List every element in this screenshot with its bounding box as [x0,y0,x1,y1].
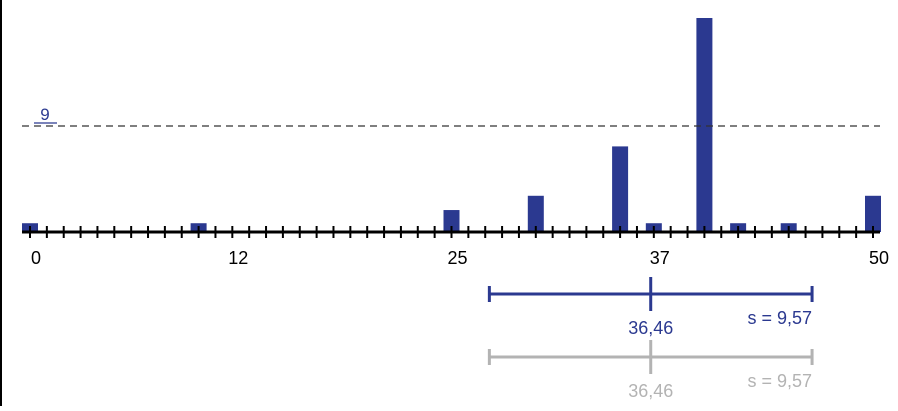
bar [612,146,629,232]
reference-line-label: 9 [40,105,49,124]
bar [527,195,544,232]
summary-previous-mean-label: 36,46 [628,381,673,401]
bar [443,210,460,232]
x-tick-label: 37 [650,248,670,268]
x-axis [22,226,880,238]
summary-current-mean-label: 36,46 [628,318,673,338]
bars-layer [22,18,881,232]
summary-current: 36,46 s = 9,57 [487,277,814,338]
bar [696,18,713,232]
x-tick-label: 12 [228,248,248,268]
x-tick-labels: 0 12 25 37 50 [31,248,889,268]
summary-previous-sd-label: s = 9,57 [748,371,813,391]
summary-current-sd-label: s = 9,57 [748,308,813,328]
x-tick-label: 50 [869,248,889,268]
reference-line-layer: 9 [22,105,880,127]
bar [865,195,881,232]
x-tick-label: 25 [447,248,467,268]
x-tick-label: 0 [31,248,41,268]
summary-previous: 36,46 s = 9,57 [487,340,814,401]
